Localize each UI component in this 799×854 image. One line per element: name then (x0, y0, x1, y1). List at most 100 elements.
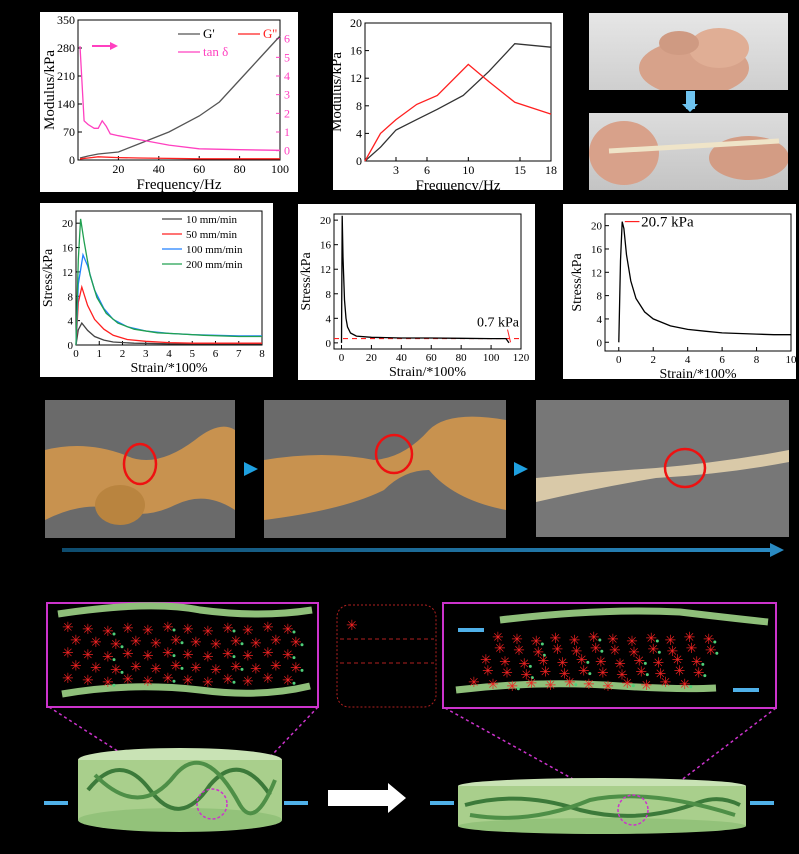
crosslinker-star-icon: ✳ (513, 644, 525, 659)
crosslinker-star-icon: ✳ (250, 662, 262, 677)
crosslinker-star-icon: ✳ (674, 665, 686, 680)
crosslinker-star-icon: ✳ (62, 647, 74, 662)
crosslinker-star-icon: ✳ (597, 667, 609, 682)
crosslinker-cluster-left: ✳ ✳ ✳ ✳ ✳ ✳ ✳ ✳ ✳ ✳ ✳ ✳✳ ✳ ✳ ✳ ✳ ✳ ✳ ✳ ✳ ✳ ✳ ✳✳ ✳ ✳ ✳ ✳ ✳ ✳ ✳ ✳ ✳ ✳ ✳✳ ✳ ✳ ✳… (62, 621, 304, 691)
x-tick-label: 60 (193, 162, 205, 176)
green-dot-icon (631, 684, 635, 688)
y-tick-label: 12 (591, 267, 602, 279)
crosslinker-star-icon: ✳ (262, 672, 274, 687)
green-dot-icon (180, 641, 184, 645)
crosslinker-star-icon: ✳ (130, 660, 142, 675)
green-dot-icon (172, 679, 176, 683)
schematic: ✳ ✳ ✳ ✳ ✳ ✳ ✳ ✳ ✳ ✳ ✳ ✳✳ ✳ ✳ ✳ ✳ ✳ ✳ ✳ ✳ ✳ ✳ ✳✳ ✳ ✳ ✳ ✳ ✳ ✳ ✳ ✳ ✳ ✳ ✳✳ ✳ ✳ ✳… (44, 602, 777, 834)
green-dot-icon (528, 664, 532, 668)
x-tick-label: 20 (112, 162, 124, 176)
x-tick-label: 2 (650, 354, 656, 366)
green-dot-icon (240, 642, 244, 646)
y-tick-label: 16 (62, 243, 74, 255)
crosslinker-star-icon: ✳ (162, 647, 174, 662)
green-dot-icon (586, 660, 590, 664)
crosslinker-star-icon: ✳ (621, 677, 633, 692)
crosslinker-star-icon: ✳ (90, 661, 102, 676)
crosslinker-star-icon: ✳ (182, 649, 194, 664)
x-tick-label: 3 (393, 163, 399, 177)
crosslinker-star-icon: ✳ (530, 635, 542, 650)
crosslinker-star-icon: ✳ (559, 668, 571, 683)
y-tick-label: 4 (68, 316, 74, 328)
green-dot-icon (172, 628, 176, 632)
crosslinker-star-icon: ✳ (222, 622, 234, 637)
y-tick-label: 20 (350, 16, 362, 30)
annotation-text: 20.7 kPa (641, 215, 694, 231)
crosslinker-star-icon: ✳ (494, 642, 506, 657)
x-tick-label: 80 (234, 162, 246, 176)
chart-d: 0 1 2 3 4 5 6 7 8048121620Strain/*100%Stress/kPa… (41, 210, 265, 376)
crosslinker-star-icon: ✳ (282, 674, 294, 689)
series-line (79, 35, 281, 159)
y-tick-label: 16 (591, 244, 603, 256)
crosslinker-star-icon: ✳ (569, 634, 581, 649)
series-line (364, 63, 552, 162)
y-tick-label: 8 (68, 291, 74, 303)
legend-label: 100 mm/min (186, 244, 243, 256)
green-dot-icon (292, 630, 296, 634)
crosslinker-star-icon: ✳ (210, 638, 222, 653)
crosslinker-star-icon: ✳ (182, 674, 194, 689)
crosslinker-star-icon: ✳ (90, 636, 102, 651)
x-tick-label: 6 (213, 348, 219, 360)
photo-hand-pinch (589, 13, 788, 90)
y-tick-label: 12 (62, 267, 73, 279)
green-dot-icon (655, 639, 659, 643)
green-dot-icon (232, 655, 236, 659)
chart-e: 0 20 40 60 80 100 120 0 4 8 12 16 20 Strain/*100% Stre… (299, 213, 530, 380)
right-arrow-icon (244, 462, 258, 476)
crosslinker-star-icon: ✳ (62, 621, 74, 636)
crosslinker-star-icon: ✳ (150, 637, 162, 652)
crosslinker-star-icon: ✳ (532, 646, 544, 661)
y-tick-label: 20 (62, 218, 74, 230)
down-arrow-head-icon (682, 104, 698, 112)
crosslinker-star-icon: ✳ (182, 623, 194, 638)
crosslinker-star-icon: ✳ (571, 645, 583, 660)
crosslinker-star-icon: ✳ (242, 675, 254, 690)
y-tick-label: 4 (597, 314, 603, 326)
green-dot-icon (120, 670, 124, 674)
crosslinker-star-icon: ✳ (482, 665, 494, 680)
crosslinker-star-icon: ✳ (102, 676, 114, 691)
x-tick-label: 1 (97, 348, 103, 360)
x-tick-label: 8 (754, 354, 760, 366)
y-tick-label: 16 (320, 240, 332, 252)
x-tick-label: 4 (685, 354, 691, 366)
x-axis-label: Strain/*100% (660, 367, 737, 379)
x-tick-label: 5 (190, 348, 196, 360)
x-tick-label: 80 (456, 352, 468, 364)
crosslinker-star-icon: ✳ (202, 651, 214, 666)
y-tick-label: 280 (57, 41, 75, 55)
y-tick-label: 140 (57, 97, 75, 111)
x-tick-label: 15 (514, 163, 526, 177)
green-dot-icon (112, 658, 116, 662)
crosslinker-star-icon: ✳ (190, 636, 202, 651)
y-tick-label: 20 (320, 215, 332, 227)
crosslinker-star-icon: ✳ (557, 656, 569, 671)
crosslinker-star-icon: ✳ (684, 631, 696, 646)
crosslinker-star-icon: ✳ (162, 621, 174, 636)
x-axis-label: Frequency/Hz (416, 178, 501, 190)
crosslinker-star-icon: ✳ (660, 676, 672, 691)
y2-tick-label: 3 (284, 88, 290, 102)
crosslinker-star-icon: ✳ (150, 662, 162, 677)
x-tick-label: 7 (236, 348, 242, 360)
x-tick-label: 6 (719, 354, 725, 366)
crosslinker-star-icon: ✳ (590, 642, 602, 657)
crosslinker-star-icon: ✳ (480, 653, 492, 668)
green-dot-icon (703, 674, 707, 678)
green-dot-icon (588, 672, 592, 676)
y-tick-label: 8 (597, 291, 603, 303)
crosslinker-star-icon: ✳ (655, 668, 667, 683)
green-dot-icon (120, 645, 124, 649)
crosslinker-star-icon: ✳ (614, 657, 626, 672)
crosslinker-star-icon: ✳ (609, 644, 621, 659)
panel-b-modulus: 3 6 10 15 18 0 4 8 12 16 20 Frequency/Hz Modulus/kPa (333, 13, 563, 190)
crosslinker-star-icon: ✳ (583, 678, 595, 693)
